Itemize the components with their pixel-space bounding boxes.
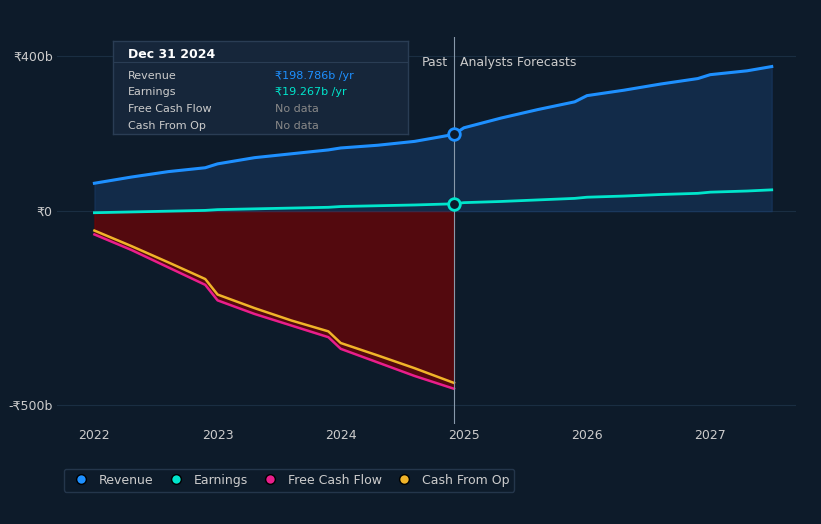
Legend: Revenue, Earnings, Free Cash Flow, Cash From Op: Revenue, Earnings, Free Cash Flow, Cash … xyxy=(64,469,514,492)
Text: ₹19.267b /yr: ₹19.267b /yr xyxy=(275,87,347,97)
Text: Revenue: Revenue xyxy=(128,71,177,81)
Text: No data: No data xyxy=(275,104,319,114)
Text: Free Cash Flow: Free Cash Flow xyxy=(128,104,211,114)
Text: No data: No data xyxy=(275,121,319,130)
Point xyxy=(447,200,461,208)
Text: Earnings: Earnings xyxy=(128,87,177,97)
Text: Cash From Op: Cash From Op xyxy=(128,121,205,130)
Text: Past: Past xyxy=(422,56,448,69)
Text: Dec 31 2024: Dec 31 2024 xyxy=(128,48,215,61)
Text: ₹198.786b /yr: ₹198.786b /yr xyxy=(275,71,354,81)
Point xyxy=(447,130,461,138)
Text: Analysts Forecasts: Analysts Forecasts xyxy=(461,56,576,69)
